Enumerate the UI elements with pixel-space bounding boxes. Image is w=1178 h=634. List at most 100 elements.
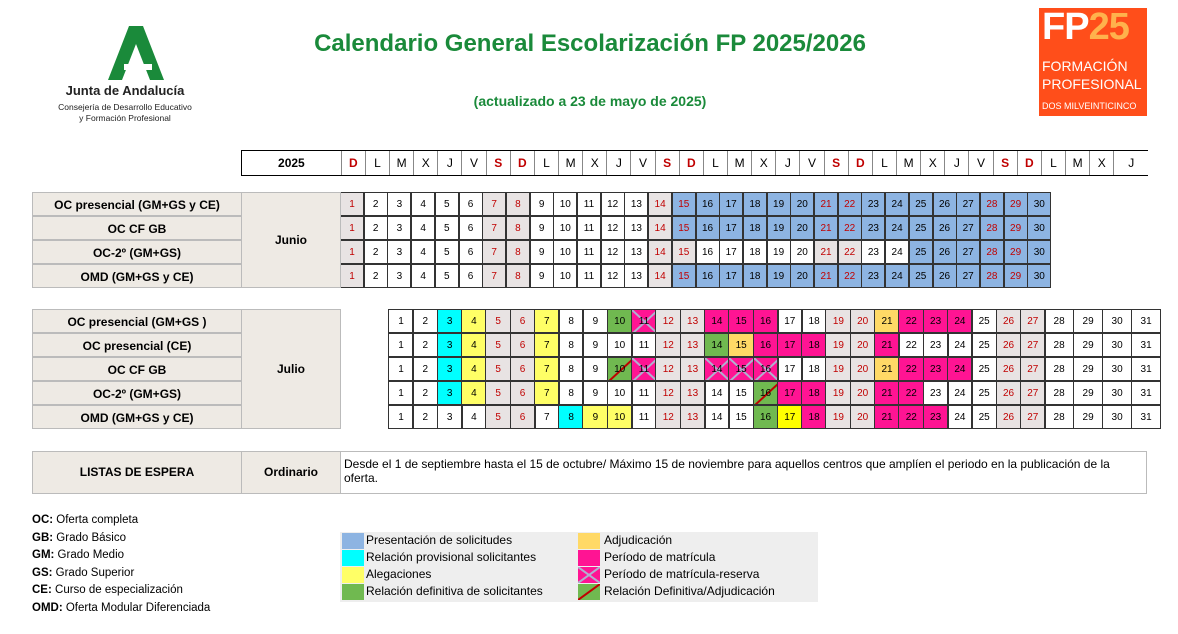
calendar-day-cell: 22	[898, 357, 925, 381]
calendar-day-cell: 27	[956, 216, 981, 240]
june-row-label: OMD (GM+GS y CE)	[32, 264, 242, 288]
calendar-day-cell: 17	[776, 357, 803, 381]
header-weekday: M	[389, 151, 413, 175]
calendar-day-cell: 13	[624, 264, 649, 288]
calendar-day-cell: 10	[606, 357, 633, 381]
calendar-day-cell: 25	[908, 240, 933, 264]
calendar-day-cell: 12	[655, 309, 682, 333]
header-weekday: V	[799, 151, 823, 175]
calendar-day-cell: 11	[631, 309, 657, 333]
calendar-day-cell: 17	[776, 309, 803, 333]
calendar-day-cell: 19	[825, 333, 852, 357]
calendar-day-cell: 22	[837, 192, 862, 216]
calendar-day-cell: 2	[412, 357, 439, 381]
header-weekday: J	[944, 151, 968, 175]
calendar-day-cell: 5	[485, 333, 512, 357]
calendar-day-cell: 9	[529, 264, 554, 288]
calendar-day-cell: 6	[458, 192, 483, 216]
header-weekday: L	[364, 151, 389, 175]
calendar-day-cell: 16	[695, 216, 720, 240]
calendar-day-cell: 18	[801, 381, 828, 405]
calendar-day-cell: 25	[971, 357, 998, 381]
calendar-day-cell: 17	[776, 405, 803, 429]
header-weekday: S	[654, 151, 679, 175]
calendar-day-cell: 4	[460, 309, 487, 333]
legend-swatch-rel-provisional	[342, 550, 364, 566]
calendar-day-cell: 9	[582, 381, 609, 405]
calendar-day-cell: 22	[837, 216, 862, 240]
calendar-day-cell: 30	[1027, 240, 1052, 264]
calendar-day-cell: 6	[509, 405, 536, 429]
calendar-day-cell: 17	[776, 333, 803, 357]
calendar-day-cell: 5	[434, 264, 459, 288]
calendar-day-cell: 6	[509, 333, 536, 357]
calendar-day-cell: 20	[849, 357, 876, 381]
calendar-day-cell: 17	[719, 216, 744, 240]
calendar-day-cell: 31	[1131, 333, 1162, 357]
calendar-day-cell: 25	[908, 192, 933, 216]
header-weekday: L	[871, 151, 896, 175]
calendar-day-cell: 29	[1003, 192, 1028, 216]
calendar-day-cell: 21	[874, 357, 900, 381]
legend-definitiva-adjudicacion: Relación Definitiva/Adjudicación	[604, 584, 775, 598]
page-subtitle: (actualizado a 23 de mayo de 2025)	[473, 93, 707, 109]
calendar-day-cell: 24	[946, 357, 973, 381]
header-weekday: S	[992, 151, 1017, 175]
calendar-day-cell: 9	[582, 357, 609, 381]
header-weekday: V	[461, 151, 485, 175]
calendar-day-cell: 10	[553, 192, 578, 216]
calendar-day-cell: 14	[648, 264, 673, 288]
calendar-day-cell: 2	[412, 405, 439, 429]
calendar-day-cell: 7	[482, 216, 507, 240]
legend-swatch-matricula-reserva	[577, 566, 601, 584]
calendar-day-cell: 27	[956, 240, 981, 264]
calendar-day-cell: 27	[1019, 309, 1046, 333]
header-weekday: D	[340, 151, 365, 175]
july-row-label: OC CF GB	[32, 357, 242, 381]
july-row-label: OC-2º (GM+GS)	[32, 381, 242, 405]
calendar-day-cell: 6	[458, 264, 483, 288]
calendar-day-cell: 2	[363, 264, 388, 288]
calendar-day-cell: 14	[703, 357, 730, 381]
calendar-day-cell: 10	[606, 333, 633, 357]
header-weekday: D	[847, 151, 872, 175]
abbreviation-item: GS: Grado Superior	[32, 566, 135, 579]
calendar-day-cell: 5	[485, 309, 512, 333]
calendar-day-cell: 30	[1102, 405, 1133, 429]
calendar-day-cell: 16	[752, 333, 779, 357]
header-weekday: L	[1040, 151, 1065, 175]
calendar-day-cell: 24	[885, 240, 910, 264]
calendar-day-cell: 23	[861, 264, 886, 288]
calendar-day-cell: 31	[1131, 309, 1162, 333]
calendar-day-cell: 15	[671, 240, 696, 264]
calendar-day-cell: 12	[655, 405, 682, 429]
june-row-label: OC-2º (GM+GS)	[32, 240, 242, 264]
calendar-day-cell: 9	[529, 192, 554, 216]
calendar-day-cell: 28	[979, 264, 1004, 288]
calendar-day-cell: 29	[1073, 381, 1104, 405]
calendar-day-cell: 1	[340, 264, 364, 288]
legend-swatch-definitiva-adjudicacion	[577, 583, 601, 601]
calendar-day-cell: 5	[434, 192, 459, 216]
calendar-day-cell: 14	[703, 381, 730, 405]
calendar-day-cell: 2	[363, 216, 388, 240]
calendar-day-cell: 15	[728, 405, 755, 429]
calendar-day-cell: 22	[837, 264, 862, 288]
calendar-day-cell: 19	[825, 357, 852, 381]
calendar-day-cell: 24	[885, 216, 910, 240]
junta-andalucia-logo: Junta de Andalucía Consejería de Desarro…	[40, 22, 210, 132]
calendar-day-cell: 29	[1073, 357, 1104, 381]
calendar-day-cell: 12	[655, 357, 682, 381]
calendar-day-cell: 18	[801, 405, 828, 429]
calendar-day-cell: 17	[776, 381, 803, 405]
header-weekday: X	[413, 151, 437, 175]
header-weekday: X	[751, 151, 775, 175]
abbreviation-item: GB: Grado Básico	[32, 531, 126, 544]
calendar-day-cell: 27	[1019, 381, 1046, 405]
calendar-day-cell: 5	[434, 216, 459, 240]
abbreviation-item: OMD: Oferta Modular Diferenciada	[32, 602, 211, 614]
calendar-day-cell: 24	[946, 405, 973, 429]
calendar-day-cell: 26	[932, 264, 957, 288]
calendar-day-cell: 25	[971, 405, 998, 429]
legend-presentacion: Presentación de solicitudes	[366, 533, 513, 547]
